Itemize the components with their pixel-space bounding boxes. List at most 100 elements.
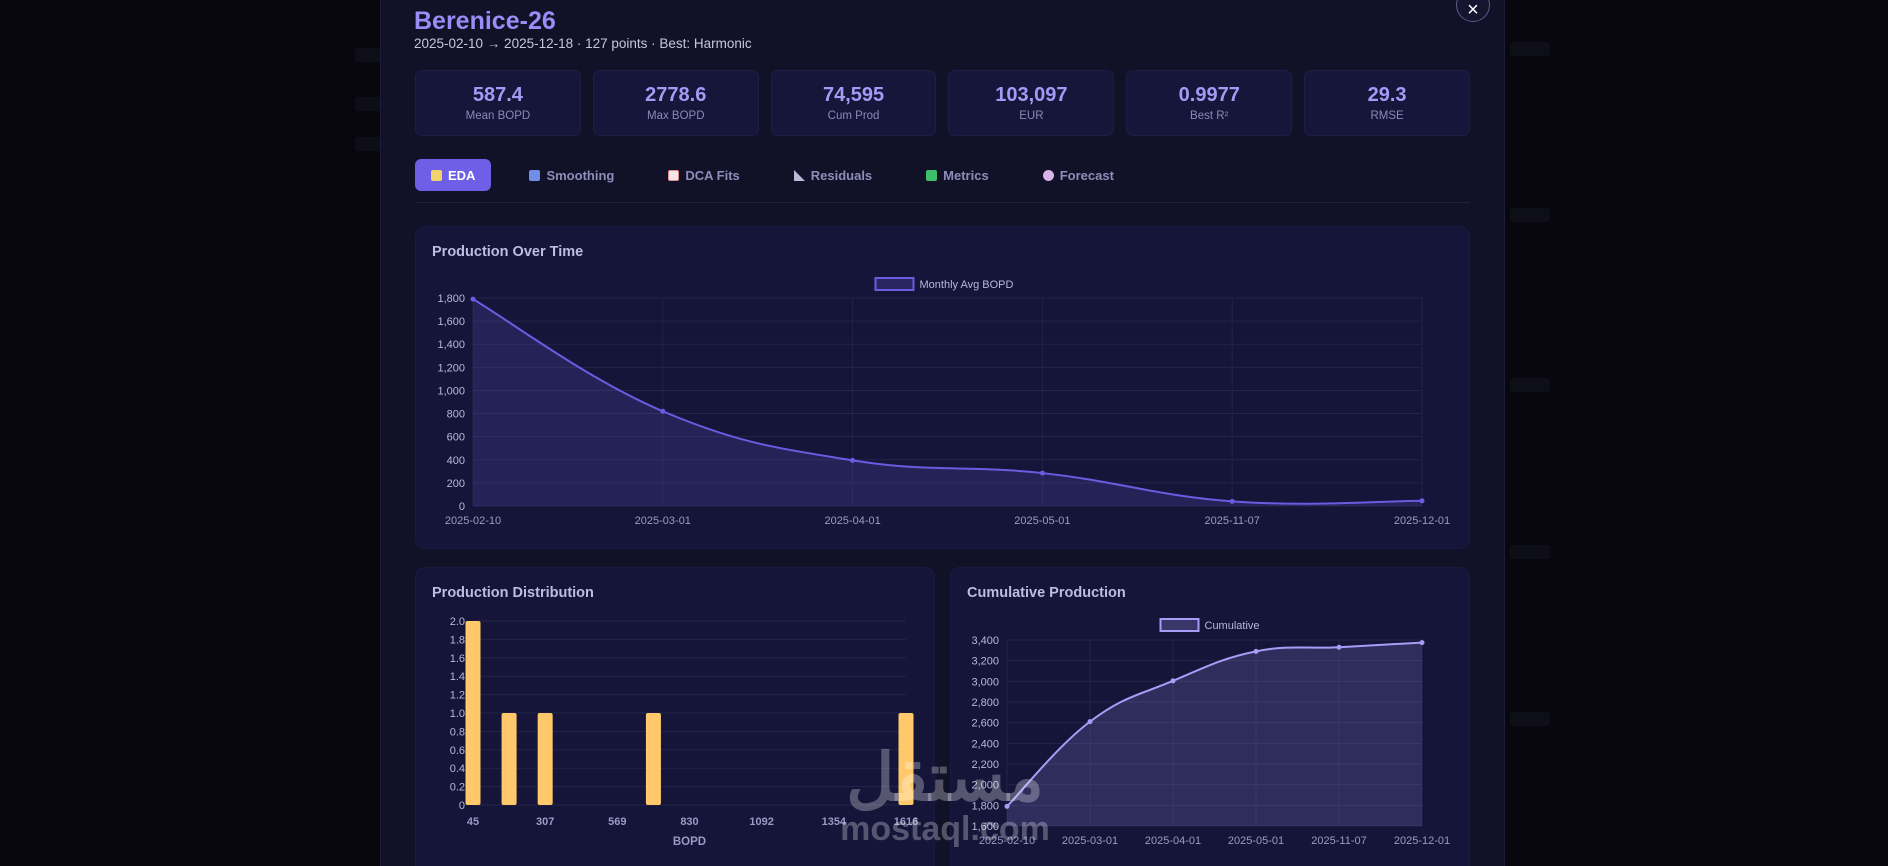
- tab-smoothing[interactable]: Smoothing: [513, 159, 630, 191]
- x-tick-label: 1354: [822, 816, 847, 828]
- checkmark-icon: [926, 169, 938, 181]
- x-tick-label: 1092: [749, 816, 773, 828]
- x-tick-label: 2025-04-01: [824, 515, 880, 527]
- x-tick-label: 2025-04-01: [1145, 835, 1201, 847]
- stat-best-r2: 0.9977 Best R²: [1126, 70, 1293, 136]
- y-tick-label: 0: [459, 501, 465, 513]
- background-text: [1510, 378, 1550, 392]
- y-tick-label: 1.2: [450, 690, 465, 702]
- data-point: [1229, 498, 1235, 504]
- stat-mean-bopd: 587.4 Mean BOPD: [415, 70, 581, 136]
- x-tick-label: 2025-05-01: [1014, 515, 1070, 527]
- y-tick-label: 3,000: [971, 676, 999, 688]
- y-tick-label: 1,200: [437, 362, 465, 374]
- stat-value: 29.3: [1367, 84, 1407, 106]
- well-summary: 2025-02-10 → 2025-12-18 · 127 points · B…: [414, 36, 752, 51]
- y-tick-label: 1,800: [971, 800, 999, 812]
- y-tick-label: 2,800: [971, 697, 999, 709]
- legend-label: Monthly Avg BOPD: [920, 279, 1014, 291]
- stat-rmse: 29.3 RMSE: [1304, 70, 1470, 136]
- stat-label: Cum Prod: [827, 110, 880, 122]
- production-over-time-chart: 0 200 400 600 800 1,000 1,200 1,400 1,600 1,800 20…: [437, 277, 1450, 527]
- series-line: [472, 298, 1423, 505]
- shuffle-icon: [529, 169, 541, 181]
- stat-label: RMSE: [1370, 110, 1404, 122]
- tab-label: DCA Fits: [685, 167, 740, 183]
- histogram-bar: [898, 713, 914, 805]
- y-tick-label: 1.6: [450, 653, 465, 665]
- production-distribution-card: Production Distribution 0 0.2 0.4 0.6 0.8 1.0…: [415, 567, 935, 866]
- histogram-bar: [645, 713, 661, 805]
- background-text: [1510, 545, 1550, 559]
- y-tick-label: 0: [459, 800, 465, 812]
- x-tick-label: 2025-12-01: [1394, 835, 1450, 847]
- data-point: [660, 408, 666, 414]
- stat-cum-prod: 74,595 Cum Prod: [770, 70, 937, 136]
- data-point: [1170, 678, 1176, 684]
- x-tick-label: 2025-11-07: [1311, 835, 1366, 847]
- series-area: [473, 299, 1422, 506]
- cumulative-production-chart: 1,600 1,800 2,000 2,200 2,400 2,600 2,800 3,000…: [971, 618, 1450, 847]
- tab-label: Smoothing: [546, 167, 615, 183]
- y-tick-label: 0.2: [450, 782, 465, 794]
- tab-forecast[interactable]: Forecast: [1027, 159, 1130, 191]
- stat-value: 0.9977: [1178, 84, 1240, 106]
- y-tick-label: 1,600: [971, 821, 999, 833]
- tab-dca-fits[interactable]: DCA Fits: [652, 159, 755, 191]
- data-point: [1253, 648, 1259, 654]
- chart-title: Production Distribution: [432, 585, 594, 601]
- stat-label: Mean BOPD: [465, 110, 531, 122]
- stats-row: 587.4 Mean BOPD 2778.6 Max BOPD 74,595 C…: [415, 70, 1470, 136]
- stat-max-bopd: 2778.6 Max BOPD: [592, 70, 759, 136]
- production-over-time-card: Production Over Time 0 200 400 600 800 1,000 1…: [415, 226, 1470, 549]
- series-area: [1007, 642, 1422, 826]
- x-tick-label: 2025-12-01: [1394, 515, 1450, 527]
- chart-title: Production Over Time: [432, 244, 584, 260]
- data-point: [1039, 470, 1045, 476]
- crystal-ball-icon: [1042, 169, 1054, 181]
- y-tick-label: 800: [447, 409, 465, 421]
- tab-bar: EDA Smoothing DCA Fits Residuals Metrics…: [415, 159, 1130, 191]
- y-tick-label: 2,000: [971, 780, 999, 792]
- cumulative-production-card: Cumulative Production 1,600 1,800 2,000 2,2…: [950, 567, 1470, 866]
- stat-label: Max BOPD: [646, 110, 705, 122]
- tab-residuals[interactable]: Residuals: [778, 159, 888, 191]
- y-tick-label: 2,200: [971, 759, 999, 771]
- y-tick-label: 3,400: [971, 635, 999, 647]
- x-tick-label: 830: [680, 816, 698, 828]
- y-tick-label: 2,600: [971, 718, 999, 730]
- tab-label: Residuals: [810, 167, 873, 183]
- tab-label: Metrics: [943, 167, 989, 183]
- close-icon: ×: [1467, 0, 1479, 21]
- y-tick-label: 1.0: [450, 708, 465, 720]
- y-tick-label: 3,200: [971, 656, 999, 668]
- stat-value: 587.4: [472, 84, 523, 106]
- y-tick-label: 1.4: [450, 671, 465, 683]
- data-point: [1336, 644, 1342, 650]
- data-point: [1087, 719, 1093, 725]
- x-tick-label: 2025-11-07: [1204, 515, 1259, 527]
- well-title: Berenice-26: [414, 7, 556, 35]
- tab-label: Forecast: [1059, 167, 1114, 183]
- stat-label: EUR: [1019, 110, 1044, 122]
- y-tick-label: 1,600: [437, 316, 465, 328]
- stat-value: 103,097: [995, 84, 1068, 106]
- stat-value: 74,595: [822, 84, 885, 106]
- chart-title: Cumulative Production: [967, 585, 1126, 601]
- tab-label: EDA: [448, 167, 476, 183]
- x-tick-label: 1616: [894, 816, 918, 828]
- histogram-bar: [537, 713, 553, 805]
- histogram-bar: [501, 713, 517, 805]
- y-tick-label: 0.8: [450, 726, 465, 738]
- stat-eur: 103,097 EUR: [948, 70, 1115, 136]
- legend-swatch: [1159, 618, 1200, 632]
- y-tick-label: 2.0: [450, 616, 465, 628]
- tab-eda[interactable]: EDA: [415, 159, 492, 191]
- x-tick-label: 2025-03-01: [1062, 835, 1118, 847]
- background-text: [355, 97, 385, 111]
- y-tick-label: 1.8: [450, 634, 465, 646]
- stat-value: 2778.6: [645, 84, 707, 106]
- x-tick-label: 45: [467, 816, 479, 828]
- y-tick-label: 0.6: [450, 745, 465, 757]
- tab-metrics[interactable]: Metrics: [910, 159, 1005, 191]
